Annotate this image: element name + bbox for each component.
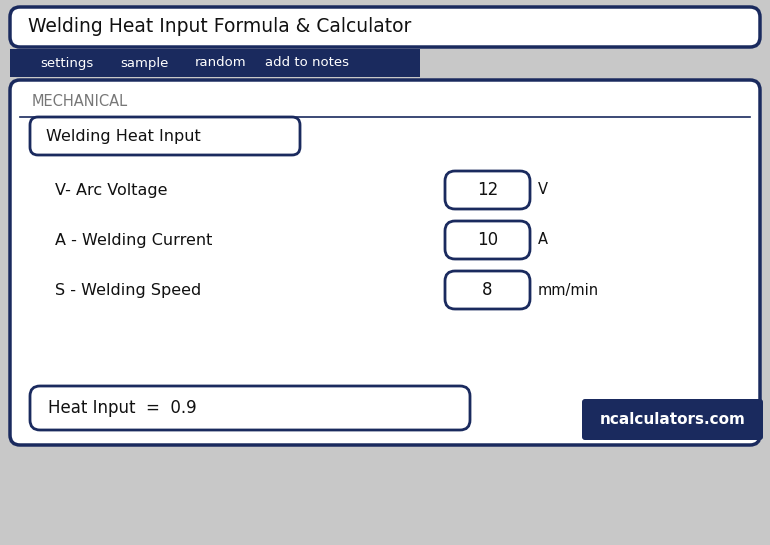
Text: add to notes: add to notes xyxy=(265,57,349,70)
Text: 12: 12 xyxy=(477,181,498,199)
Text: 8: 8 xyxy=(482,281,493,299)
FancyBboxPatch shape xyxy=(445,171,530,209)
Text: A: A xyxy=(538,233,548,247)
Text: MECHANICAL: MECHANICAL xyxy=(32,94,128,110)
Text: sample: sample xyxy=(120,57,169,70)
FancyBboxPatch shape xyxy=(445,271,530,309)
Text: V- Arc Voltage: V- Arc Voltage xyxy=(55,183,168,197)
FancyBboxPatch shape xyxy=(10,7,760,47)
Text: Welding Heat Input Formula & Calculator: Welding Heat Input Formula & Calculator xyxy=(28,17,411,37)
Text: settings: settings xyxy=(40,57,93,70)
Text: mm/min: mm/min xyxy=(538,282,599,298)
Text: V: V xyxy=(538,183,548,197)
FancyBboxPatch shape xyxy=(30,386,470,430)
Text: A - Welding Current: A - Welding Current xyxy=(55,233,213,247)
FancyBboxPatch shape xyxy=(582,399,763,440)
Text: Heat Input  =  0.9: Heat Input = 0.9 xyxy=(48,399,196,417)
FancyBboxPatch shape xyxy=(445,221,530,259)
FancyBboxPatch shape xyxy=(30,117,300,155)
Text: ncalculators.com: ncalculators.com xyxy=(600,412,745,427)
Text: 10: 10 xyxy=(477,231,498,249)
Text: random: random xyxy=(195,57,246,70)
Text: S - Welding Speed: S - Welding Speed xyxy=(55,282,201,298)
FancyBboxPatch shape xyxy=(10,80,760,445)
Bar xyxy=(10,49,420,77)
Text: Welding Heat Input: Welding Heat Input xyxy=(46,129,201,143)
